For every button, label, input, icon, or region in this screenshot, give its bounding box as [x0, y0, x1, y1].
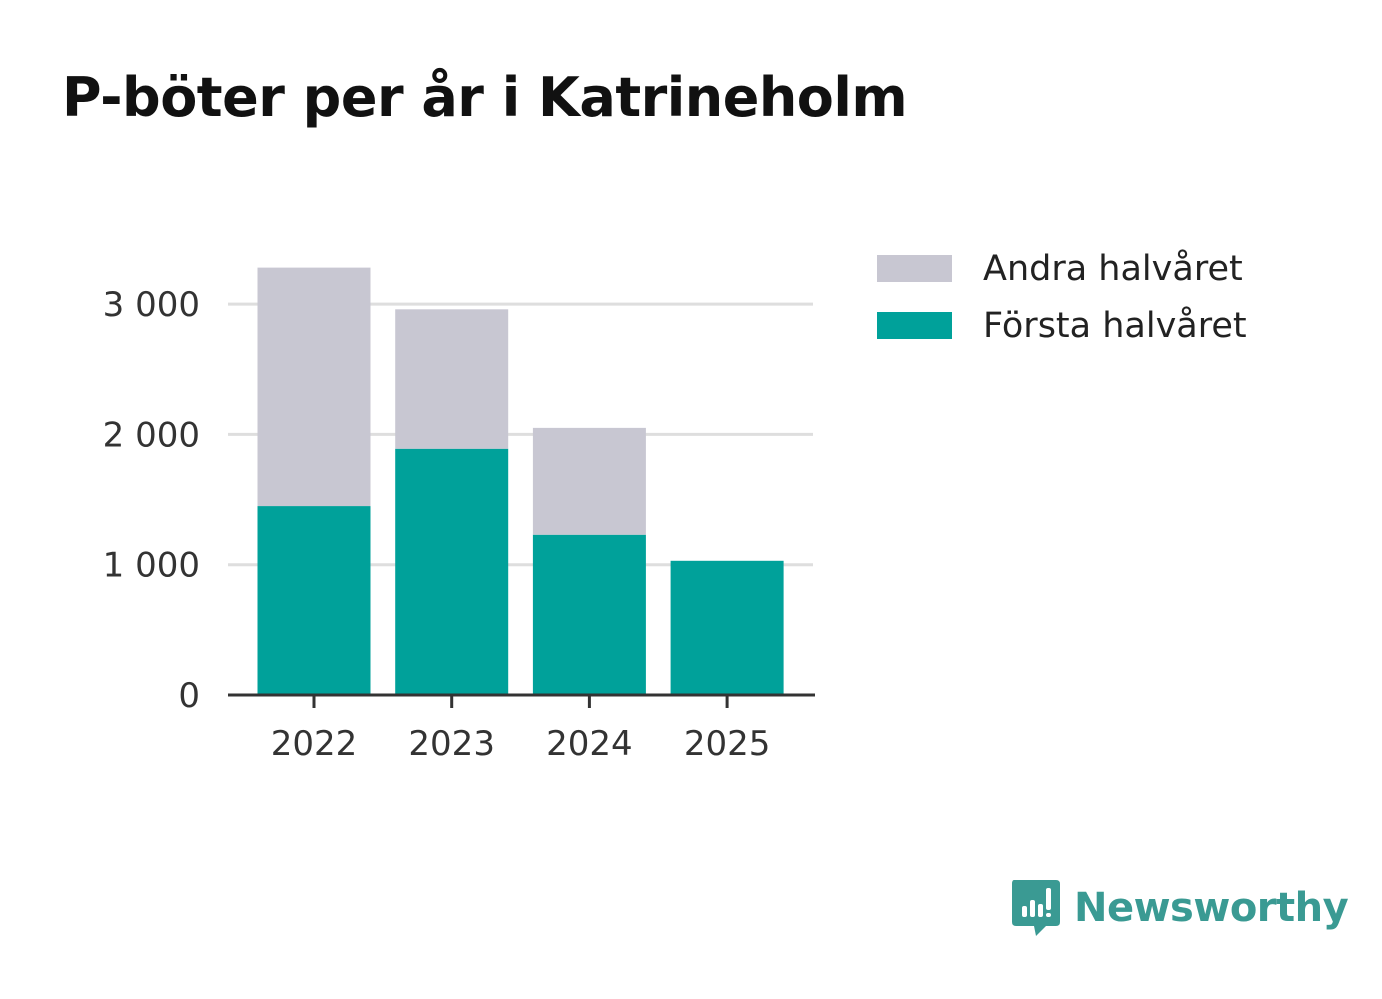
x-tick-label: 2022: [271, 724, 358, 764]
y-tick-label: 1 000: [103, 546, 200, 586]
legend-item-andra[interactable]: Andra halvåret: [877, 240, 1247, 297]
x-axis-labels: 2022 2023 2024 2025: [271, 724, 771, 764]
y-tick-label: 2 000: [103, 415, 200, 455]
bar-2024-andra[interactable]: [532, 427, 646, 535]
x-tick-label: 2025: [684, 724, 771, 764]
brand-name: Newsworthy: [1074, 885, 1349, 931]
chart-title: P-böter per år i Katrineholm: [62, 66, 908, 129]
bar-2022-andra[interactable]: [257, 267, 371, 507]
legend-label-andra: Andra halvåret: [983, 248, 1243, 289]
bars: [257, 267, 784, 695]
legend: Andra halvåret Första halvåret: [877, 240, 1247, 354]
x-tick-label: 2023: [408, 724, 495, 764]
y-tick-label: 3 000: [103, 285, 200, 325]
legend-item-forsta[interactable]: Första halvåret: [877, 297, 1247, 354]
bar-2023-forsta[interactable]: [395, 448, 509, 695]
bar-2025-forsta[interactable]: [670, 560, 784, 695]
x-axis: [228, 693, 815, 708]
bar-2024-forsta[interactable]: [532, 534, 646, 695]
y-axis-labels: 0 1 000 2 000 3 000: [103, 285, 200, 716]
legend-label-forsta: Första halvåret: [983, 305, 1247, 346]
brand-logo: Newsworthy: [1010, 878, 1349, 938]
bar-2023-andra[interactable]: [395, 309, 509, 449]
legend-swatch-andra: [877, 255, 952, 282]
y-tick-label: 0: [178, 676, 200, 716]
legend-swatch-forsta: [877, 312, 952, 339]
newsworthy-logo-icon: [1012, 880, 1060, 936]
bar-2022-forsta[interactable]: [257, 506, 371, 695]
x-tick-label: 2024: [546, 724, 633, 764]
